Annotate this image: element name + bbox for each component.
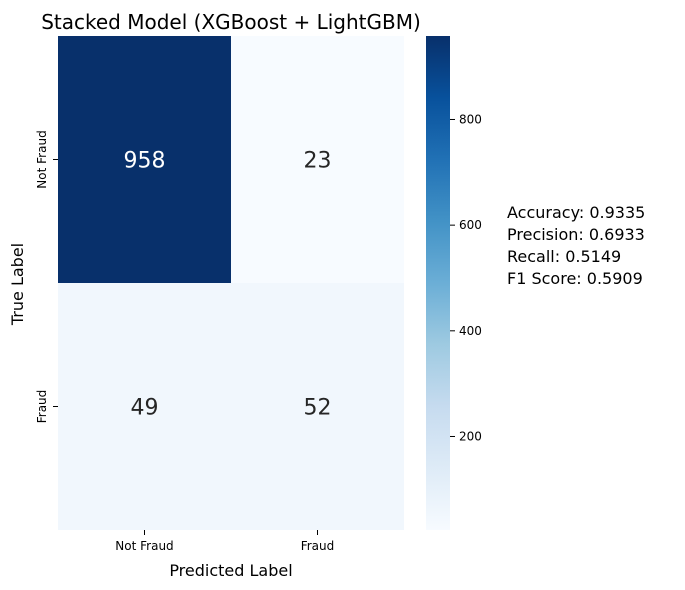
y-tick-label: Fraud — [35, 390, 49, 424]
metric-f1-score: F1 Score: 0.5909 — [507, 269, 643, 288]
x-axis-ticks: Not Fraud Fraud — [115, 530, 334, 553]
y-axis-ticks: Not Fraud Fraud — [35, 130, 58, 423]
colorbar-ticks: 200 400 600 800 — [450, 112, 482, 443]
cell-value-label: 49 — [131, 396, 159, 421]
colorbar-tick-label: 400 — [459, 324, 482, 338]
cell-value-label: 958 — [124, 149, 166, 174]
heatmap-cell — [231, 283, 404, 530]
chart-title: Stacked Model (XGBoost + LightGBM) — [41, 10, 421, 34]
metric-recall: Recall: 0.5149 — [507, 247, 621, 266]
cell-value-label: 23 — [304, 149, 332, 174]
y-axis-label: True Label — [8, 243, 27, 326]
metrics-panel: Accuracy: 0.9335 Precision: 0.6933 Recal… — [507, 203, 645, 288]
metric-accuracy: Accuracy: 0.9335 — [507, 203, 645, 222]
x-tick-label: Not Fraud — [115, 539, 173, 553]
colorbar-tick-label: 800 — [459, 112, 482, 126]
x-tick-label: Fraud — [301, 539, 335, 553]
cell-value-label: 52 — [304, 396, 332, 421]
heatmap-annotations: 958 23 49 52 — [124, 149, 332, 421]
heatmap-grid — [58, 36, 404, 530]
heatmap-cell — [58, 36, 231, 283]
colorbar-tick-label: 200 — [459, 429, 482, 443]
y-tick-label: Not Fraud — [35, 130, 49, 188]
heatmap-cell — [231, 36, 404, 283]
colorbar-tick-label: 600 — [459, 218, 482, 232]
metric-precision: Precision: 0.6933 — [507, 225, 645, 244]
x-axis-label: Predicted Label — [169, 561, 292, 580]
heatmap-cell — [58, 283, 231, 530]
colorbar — [426, 36, 450, 530]
